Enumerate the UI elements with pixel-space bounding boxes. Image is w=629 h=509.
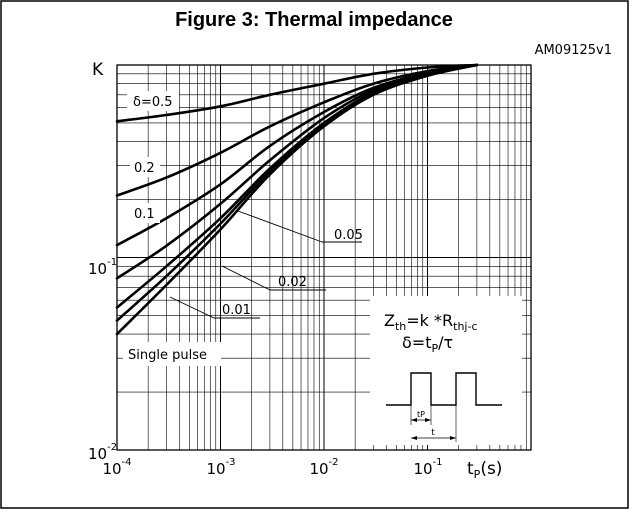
label-bg [123, 342, 221, 366]
x-tick-base: 10 [309, 460, 328, 478]
pulse-waveform [386, 372, 502, 406]
y-tick-base: 10 [88, 445, 107, 463]
y-tick-label: 10-2 [88, 442, 117, 463]
delta-formula: δ=tP/τ [402, 333, 453, 355]
leader-0.05 [237, 210, 323, 243]
curves [115, 63, 479, 336]
inset-t-label: t [431, 428, 435, 438]
zth-main: Z [384, 311, 395, 330]
x-axis-label-main: t [467, 459, 474, 479]
label-delta-0.5: δ=0.5 [133, 95, 173, 110]
figure-code: AM09125v1 [535, 43, 612, 58]
label-0.1: 0.1 [134, 207, 155, 222]
x-axis-label-sub: P [474, 468, 481, 481]
formula-inset: Zth=k *Rthj-c δ=tP/τ tP t [370, 296, 522, 445]
curve-Single-pulse [115, 63, 479, 336]
zth-sub2: thj-c [453, 320, 477, 333]
y-tick-labels: 10-1 10-2 [88, 257, 117, 463]
y-axis-label: K [92, 60, 104, 80]
curve-0.2 [115, 63, 479, 197]
x-tick-label: 10-4 [102, 457, 131, 478]
label-0.2: 0.2 [134, 161, 155, 176]
curve--0.5 [115, 63, 479, 123]
zth-eq: =k *R [406, 311, 453, 330]
x-tick-exp: -3 [226, 457, 236, 468]
x-tick-label: 10-2 [309, 457, 338, 478]
y-tick-exp: -2 [107, 442, 117, 453]
inset-background [370, 296, 522, 445]
y-tick-label: 10-1 [88, 257, 117, 278]
zth-sub: th [395, 320, 406, 333]
label-bg [130, 157, 160, 177]
label-bg [127, 91, 179, 111]
tp-arrow-head [425, 418, 431, 422]
x-tick-label: 10-1 [413, 457, 442, 478]
label-0.01: 0.01 [222, 303, 251, 318]
x-tick-exp: -4 [122, 457, 132, 468]
delta-sub: P [431, 342, 438, 355]
leader-0.01 [169, 296, 215, 319]
label-0.05: 0.05 [334, 228, 363, 243]
tp-arrow-head [411, 418, 417, 422]
leader-0.02 [221, 265, 271, 291]
t-arrow-head [411, 436, 417, 440]
inset-tp-label: tP [417, 410, 425, 419]
delta-tail: /τ [438, 333, 453, 352]
y-tick-base: 10 [88, 260, 107, 278]
chart-title: Figure 3: Thermal impedance [175, 9, 453, 31]
zth-formula: Zth=k *Rthj-c [384, 311, 478, 333]
x-tick-labels: 10-4 10-3 10-2 10-1 [102, 457, 442, 478]
x-tick-exp: -2 [329, 457, 339, 468]
x-tick-exp: -1 [433, 457, 443, 468]
label-bg [130, 203, 160, 223]
x-tick-base: 10 [206, 460, 225, 478]
plot-area-border [116, 64, 532, 451]
x-axis-label: tP(s) [467, 459, 502, 481]
label-0.02: 0.02 [278, 275, 307, 290]
y-tick-exp: -1 [107, 257, 117, 268]
curve-labels: δ=0.5 0.2 0.1 0.05 0.02 0.01 Single puls… [123, 91, 363, 366]
t-arrow-head [450, 436, 456, 440]
x-tick-base: 10 [413, 460, 432, 478]
delta-eq: δ=t [402, 333, 431, 352]
x-tick-base: 10 [102, 460, 121, 478]
label-single-pulse: Single pulse [128, 348, 207, 363]
x-axis-label-unit: (s) [480, 459, 502, 479]
x-tick-label: 10-3 [206, 457, 235, 478]
